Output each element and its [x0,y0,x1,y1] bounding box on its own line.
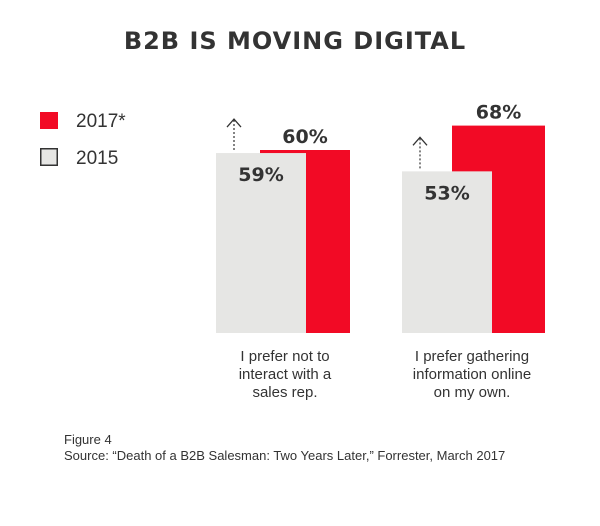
figure-label: Figure 4 [64,432,112,447]
value-label-2015-2: 53% [424,182,469,204]
up-arrow-icon [412,136,428,169]
legend: 2017* 2015 [40,111,126,169]
up-arrow-icon [226,118,242,151]
chart-title: B2B IS MOVING DIGITAL [124,27,466,55]
legend-label-2015: 2015 [76,148,118,169]
category-label-2: I prefer gathering information online on m… [413,348,531,401]
legend-swatch-2015 [40,148,58,166]
legend-label-2017: 2017* [76,111,126,132]
value-label-2015-1: 59% [238,164,283,186]
category-label-1: I prefer not to interact with a sales rep. [239,348,332,401]
bar-2015-2 [402,171,492,333]
source-note: Source: “Death of a B2B Salesman: Two Ye… [64,448,506,463]
value-label-2017-2: 68% [476,102,521,124]
bar-2015-1 [216,153,306,333]
value-label-2017-1: 60% [282,126,327,148]
legend-swatch-2017 [40,112,58,129]
caption: Figure 4 Source: “Death of a B2B Salesma… [64,432,505,464]
bars: 60% 59% I prefer not to interact with a sale… [216,102,545,401]
